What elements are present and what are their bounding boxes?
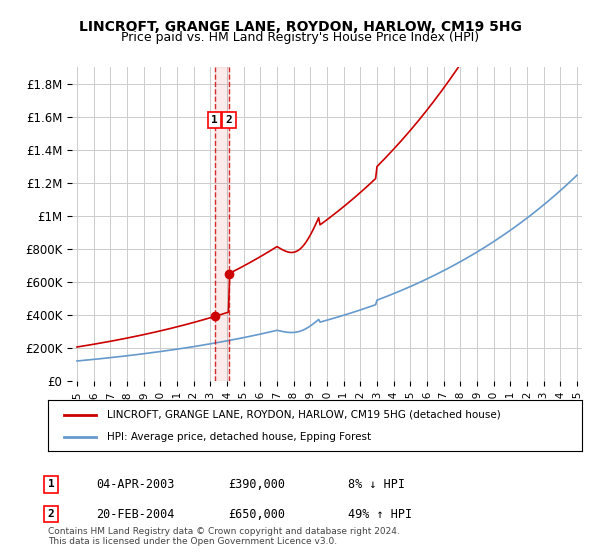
Text: £650,000: £650,000 xyxy=(228,507,285,521)
Text: 2: 2 xyxy=(226,115,233,125)
Text: £390,000: £390,000 xyxy=(228,478,285,491)
Text: HPI: Average price, detached house, Epping Forest: HPI: Average price, detached house, Eppi… xyxy=(107,432,371,442)
Text: 49% ↑ HPI: 49% ↑ HPI xyxy=(348,507,412,521)
Text: Price paid vs. HM Land Registry's House Price Index (HPI): Price paid vs. HM Land Registry's House … xyxy=(121,31,479,44)
Bar xyxy=(215,67,229,381)
Text: 1: 1 xyxy=(47,479,55,489)
Text: 04-APR-2003: 04-APR-2003 xyxy=(96,478,175,491)
Text: 20-FEB-2004: 20-FEB-2004 xyxy=(96,507,175,521)
Text: LINCROFT, GRANGE LANE, ROYDON, HARLOW, CM19 5HG: LINCROFT, GRANGE LANE, ROYDON, HARLOW, C… xyxy=(79,20,521,34)
Text: 8% ↓ HPI: 8% ↓ HPI xyxy=(348,478,405,491)
Text: 1: 1 xyxy=(211,115,218,125)
Text: LINCROFT, GRANGE LANE, ROYDON, HARLOW, CM19 5HG (detached house): LINCROFT, GRANGE LANE, ROYDON, HARLOW, C… xyxy=(107,409,500,419)
Text: Contains HM Land Registry data © Crown copyright and database right 2024.
This d: Contains HM Land Registry data © Crown c… xyxy=(48,526,400,546)
Text: 2: 2 xyxy=(47,509,55,519)
